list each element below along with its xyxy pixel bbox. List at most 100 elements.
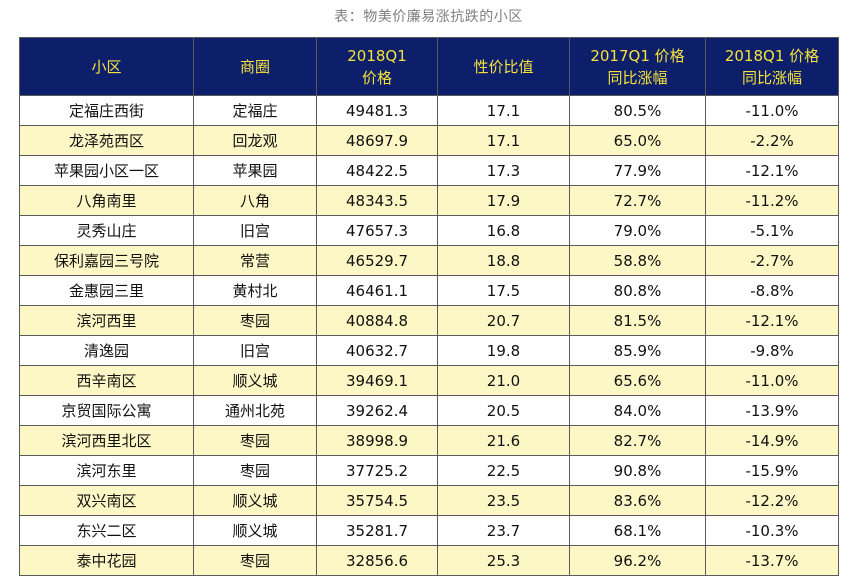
cell-yoy-2017q1: 80.8%: [569, 275, 706, 306]
cell-yoy-2017q1: 65.6%: [569, 365, 706, 396]
cell-value-ratio: 17.5: [437, 275, 570, 306]
cell-community: 龙泽苑西区: [19, 125, 194, 156]
cell-yoy-2018q1: -2.7%: [705, 245, 839, 276]
column-header-text: 2018Q1 价格: [724, 46, 820, 65]
cell-business-district: 顺义城: [193, 515, 317, 546]
table-caption: 表：物美价廉易涨抗跌的小区: [334, 9, 523, 25]
cell-value-ratio: 19.8: [437, 335, 570, 366]
cell-business-district: 旧宫: [193, 215, 317, 246]
column-header-text: 性价比值: [473, 57, 534, 76]
cell-business-district: 枣园: [193, 455, 317, 486]
cell-yoy-2017q1: 81.5%: [569, 305, 706, 336]
table-row: 东兴二区 顺义城 35281.7 23.7 68.1% -10.3%: [19, 515, 839, 546]
cell-price-2018q1: 47657.3: [316, 215, 438, 246]
cell-business-district: 枣园: [193, 305, 317, 336]
cell-value-ratio: 21.0: [437, 365, 570, 396]
column-header-text: 商圈: [239, 57, 270, 76]
table-row: 滨河东里 枣园 37725.2 22.5 90.8% -15.9%: [19, 455, 839, 486]
cell-business-district: 黄村北: [193, 275, 317, 306]
cell-yoy-2018q1: -5.1%: [705, 215, 839, 246]
cell-community: 西辛南区: [19, 365, 194, 396]
table-row: 灵秀山庄 旧宫 47657.3 16.8 79.0% -5.1%: [19, 215, 839, 246]
cell-yoy-2017q1: 79.0%: [569, 215, 706, 246]
table-row: 八角南里 八角 48343.5 17.9 72.7% -11.2%: [19, 185, 839, 216]
cell-price-2018q1: 39469.1: [316, 365, 438, 396]
table-row: 京贸国际公寓 通州北苑 39262.4 20.5 84.0% -13.9%: [19, 395, 839, 426]
column-header-yoy-2017q1: 2017Q1 价格 同比涨幅: [569, 37, 706, 96]
cell-community: 东兴二区: [19, 515, 194, 546]
cell-business-district: 旧宫: [193, 335, 317, 366]
table-row: 双兴南区 顺义城 35754.5 23.5 83.6% -12.2%: [19, 485, 839, 516]
table-row: 滨河西里北区 枣园 38998.9 21.6 82.7% -14.9%: [19, 425, 839, 456]
cell-price-2018q1: 35281.7: [316, 515, 438, 546]
cell-yoy-2018q1: -13.7%: [705, 545, 839, 576]
cell-price-2018q1: 48343.5: [316, 185, 438, 216]
cell-yoy-2017q1: 72.7%: [569, 185, 706, 216]
table-row: 定福庄西街 定福庄 49481.3 17.1 80.5% -11.0%: [19, 95, 839, 126]
cell-price-2018q1: 48697.9: [316, 125, 438, 156]
cell-community: 京贸国际公寓: [19, 395, 194, 426]
cell-yoy-2018q1: -10.3%: [705, 515, 839, 546]
cell-business-district: 回龙观: [193, 125, 317, 156]
column-header-text: 价格: [361, 68, 392, 87]
table-row: 苹果园小区一区 苹果园 48422.5 17.3 77.9% -12.1%: [19, 155, 839, 186]
cell-value-ratio: 17.1: [437, 95, 570, 126]
cell-business-district: 枣园: [193, 425, 317, 456]
table-body: 定福庄西街 定福庄 49481.3 17.1 80.5% -11.0% 龙泽苑西区 回龙观 48…: [19, 95, 839, 576]
column-header-business-district: 商圈: [193, 37, 317, 96]
cell-yoy-2017q1: 77.9%: [569, 155, 706, 186]
cell-value-ratio: 23.7: [437, 515, 570, 546]
column-header-text: 小区: [91, 57, 122, 76]
table-row: 西辛南区 顺义城 39469.1 21.0 65.6% -11.0%: [19, 365, 839, 396]
cell-price-2018q1: 35754.5: [316, 485, 438, 516]
cell-community: 泰中花园: [19, 545, 194, 576]
cell-yoy-2017q1: 80.5%: [569, 95, 706, 126]
cell-yoy-2018q1: -12.1%: [705, 305, 839, 336]
cell-business-district: 常营: [193, 245, 317, 276]
table-row: 清逸园 旧宫 40632.7 19.8 85.9% -9.8%: [19, 335, 839, 366]
cell-price-2018q1: 39262.4: [316, 395, 438, 426]
header-row: 小区 商圈 2018Q1 价格 性价比值 2017Q1 价格 同比涨幅 2018Q1 价格 同比…: [19, 37, 839, 96]
cell-yoy-2018q1: -11.0%: [705, 95, 839, 126]
cell-yoy-2017q1: 84.0%: [569, 395, 706, 426]
cell-yoy-2018q1: -12.2%: [705, 485, 839, 516]
cell-community: 清逸园: [19, 335, 194, 366]
table-row: 滨河西里 枣园 40884.8 20.7 81.5% -12.1%: [19, 305, 839, 336]
cell-yoy-2017q1: 83.6%: [569, 485, 706, 516]
community-price-table: 小区 商圈 2018Q1 价格 性价比值 2017Q1 价格 同比涨幅 2018Q1 价格 同比…: [19, 37, 839, 576]
cell-yoy-2018q1: -2.2%: [705, 125, 839, 156]
cell-yoy-2018q1: -14.9%: [705, 425, 839, 456]
table-header: 小区 商圈 2018Q1 价格 性价比值 2017Q1 价格 同比涨幅 2018Q1 价格 同比…: [19, 37, 839, 96]
cell-yoy-2017q1: 82.7%: [569, 425, 706, 456]
cell-price-2018q1: 46461.1: [316, 275, 438, 306]
cell-yoy-2017q1: 68.1%: [569, 515, 706, 546]
cell-value-ratio: 16.8: [437, 215, 570, 246]
cell-yoy-2017q1: 58.8%: [569, 245, 706, 276]
cell-price-2018q1: 40632.7: [316, 335, 438, 366]
cell-community: 保利嘉园三号院: [19, 245, 194, 276]
column-header-value-ratio: 性价比值: [437, 37, 570, 96]
column-header-text: 2017Q1 价格: [590, 46, 685, 65]
cell-value-ratio: 20.5: [437, 395, 570, 426]
cell-community: 灵秀山庄: [19, 215, 194, 246]
table-row: 保利嘉园三号院 常营 46529.7 18.8 58.8% -2.7%: [19, 245, 839, 276]
cell-yoy-2018q1: -11.2%: [705, 185, 839, 216]
cell-business-district: 八角: [193, 185, 317, 216]
cell-business-district: 苹果园: [193, 155, 317, 186]
table-row: 泰中花园 枣园 32856.6 25.3 96.2% -13.7%: [19, 545, 839, 576]
cell-yoy-2018q1: -13.9%: [705, 395, 839, 426]
cell-yoy-2017q1: 90.8%: [569, 455, 706, 486]
cell-price-2018q1: 37725.2: [316, 455, 438, 486]
column-header-text: 同比涨幅: [741, 68, 802, 87]
cell-value-ratio: 18.8: [437, 245, 570, 276]
table-row: 龙泽苑西区 回龙观 48697.9 17.1 65.0% -2.2%: [19, 125, 839, 156]
cell-community: 金惠园三里: [19, 275, 194, 306]
cell-value-ratio: 21.6: [437, 425, 570, 456]
cell-community: 双兴南区: [19, 485, 194, 516]
cell-price-2018q1: 46529.7: [316, 245, 438, 276]
cell-yoy-2018q1: -8.8%: [705, 275, 839, 306]
cell-business-district: 顺义城: [193, 485, 317, 516]
cell-yoy-2018q1: -15.9%: [705, 455, 839, 486]
column-header-text: 2018Q1: [347, 46, 407, 65]
cell-yoy-2018q1: -12.1%: [705, 155, 839, 186]
